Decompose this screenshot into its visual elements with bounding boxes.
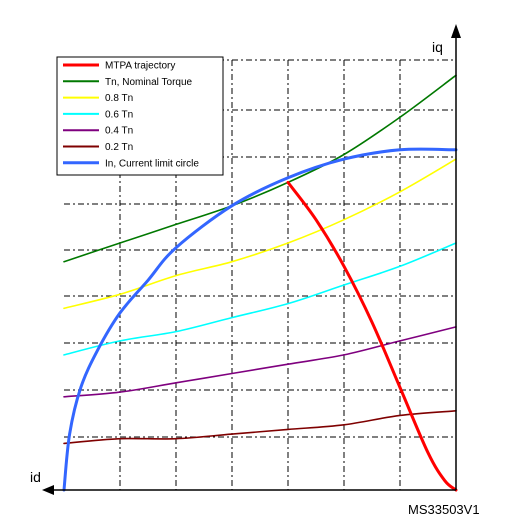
y-axis-label: iq: [432, 39, 443, 55]
legend-box: [56, 56, 224, 176]
x-axis-label: id: [30, 469, 41, 485]
series-layer: [62, 74, 458, 492]
legend-entry-tn-nominal-torque: Tn, Nominal Torque: [105, 77, 193, 88]
legend-entry-0-4-tn: 0.4 Tn: [105, 126, 133, 137]
legend-entry-in-current-limit-circle: In, Current limit circle: [105, 158, 199, 169]
axes: [42, 24, 461, 495]
series-line-0-8-tn: [63, 158, 457, 310]
series-line-0-2-tn: [63, 410, 457, 445]
series-line-mtpa-trajectory: [286, 180, 458, 492]
series-line-in-current-limit-circle: [62, 147, 458, 492]
y-axis-arrow: [451, 24, 461, 38]
legend-entry-0-8-tn: 0.8 Tn: [105, 93, 133, 104]
series-line-0-4-tn: [63, 326, 457, 398]
series-line-0-6-tn: [63, 242, 457, 356]
series-line-tn-nominal-torque: [63, 74, 457, 263]
legend-entry-0-2-tn: 0.2 Tn: [105, 142, 133, 153]
legend: MTPA trajectory Tn, Nominal Torque 0.8 Tn 0…: [56, 56, 224, 176]
reference-label: MS33503V1: [408, 502, 480, 517]
legend-entry-0-6-tn: 0.6 Tn: [105, 109, 133, 120]
x-axis-arrow: [42, 485, 54, 495]
legend-entry-mtpa-trajectory: MTPA trajectory: [105, 61, 175, 72]
